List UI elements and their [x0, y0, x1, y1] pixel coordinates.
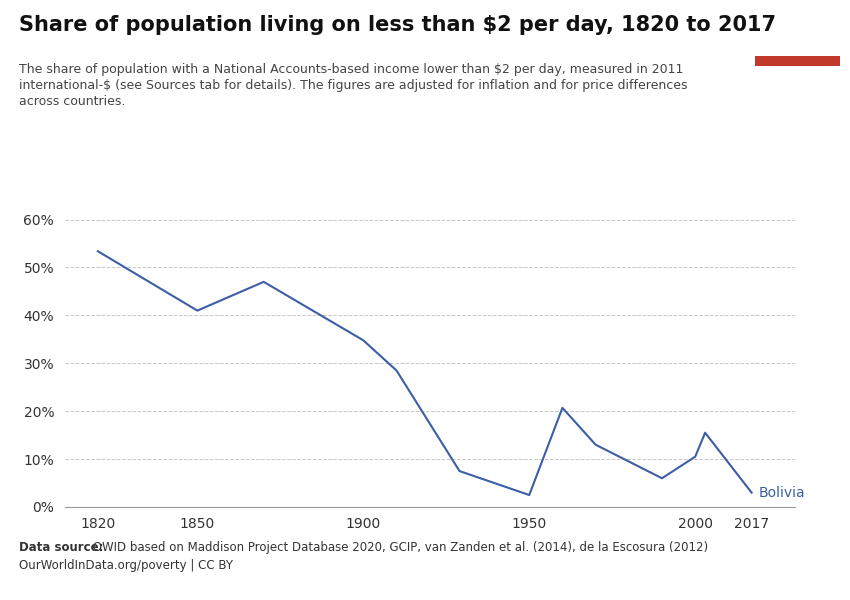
Text: The share of population with a National Accounts-based income lower than $2 per : The share of population with a National … [19, 63, 683, 76]
Text: across countries.: across countries. [19, 95, 125, 109]
Text: Data source:: Data source: [19, 541, 103, 554]
Text: Our World
in Data: Our World in Data [764, 14, 831, 46]
Text: Share of population living on less than $2 per day, 1820 to 2017: Share of population living on less than … [19, 15, 776, 35]
Text: OWID based on Maddison Project Database 2020, GCIP, van Zanden et al. (2014), de: OWID based on Maddison Project Database … [89, 541, 708, 554]
Text: OurWorldInData.org/poverty | CC BY: OurWorldInData.org/poverty | CC BY [19, 559, 233, 572]
Text: Bolivia: Bolivia [758, 485, 805, 500]
Text: international-$ (see Sources tab for details). The figures are adjusted for infl: international-$ (see Sources tab for det… [19, 79, 687, 92]
Bar [755, 56, 840, 66]
